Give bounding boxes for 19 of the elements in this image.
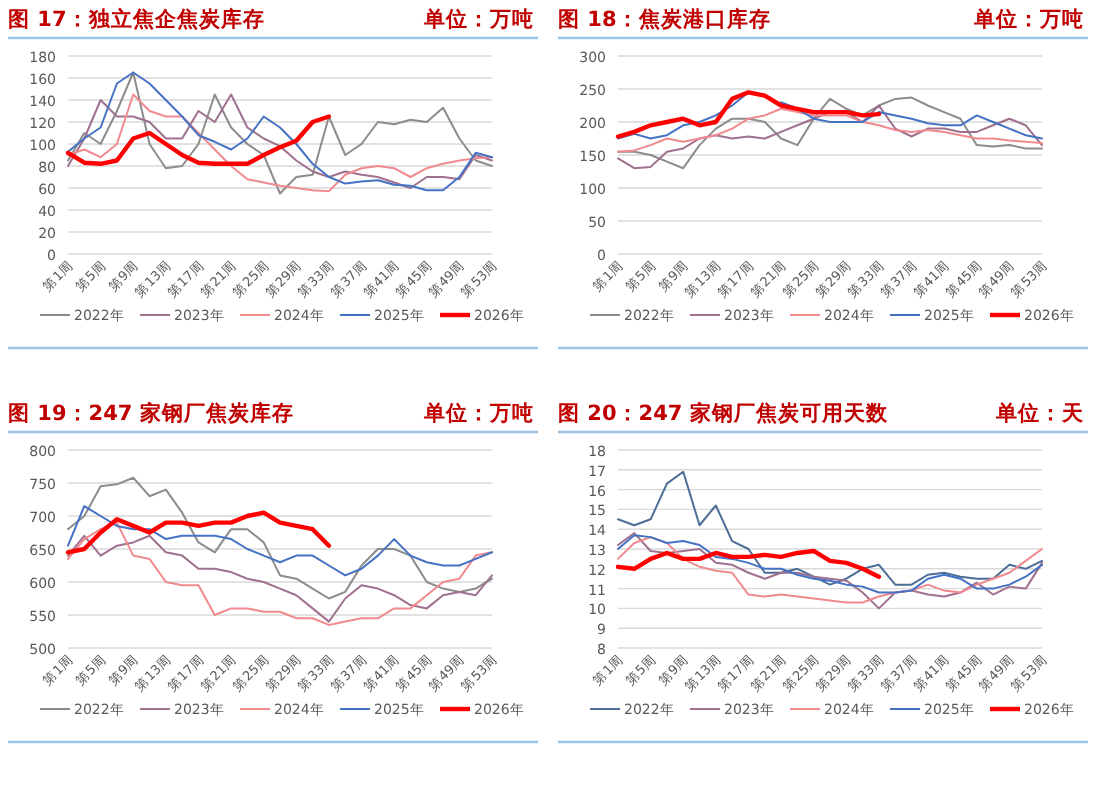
line-series	[67, 521, 493, 626]
chart-title: 图 20：247 家钢厂焦炭可用天数	[558, 400, 890, 426]
line-series	[67, 505, 493, 577]
chart-title: 图 18：焦炭港口库存	[558, 6, 771, 32]
line-series	[67, 534, 493, 623]
line-series	[617, 470, 1043, 586]
chart-subtitle: 单位：天	[994, 400, 1084, 426]
chart-title: 图 19：247 家钢厂焦炭库存	[8, 400, 294, 426]
line-series	[615, 548, 882, 579]
line-series	[65, 114, 332, 166]
line-series	[615, 90, 882, 139]
chart-subtitle: 单位：万吨	[422, 400, 534, 426]
line-series	[67, 476, 493, 600]
chart-title: 图 17：独立焦企焦炭库存	[8, 6, 265, 32]
line-series	[617, 534, 1043, 594]
chart-subtitle: 单位：万吨	[972, 6, 1084, 32]
line-series	[617, 107, 1043, 153]
line-series	[65, 510, 332, 555]
chart-subtitle: 单位：万吨	[422, 6, 534, 32]
